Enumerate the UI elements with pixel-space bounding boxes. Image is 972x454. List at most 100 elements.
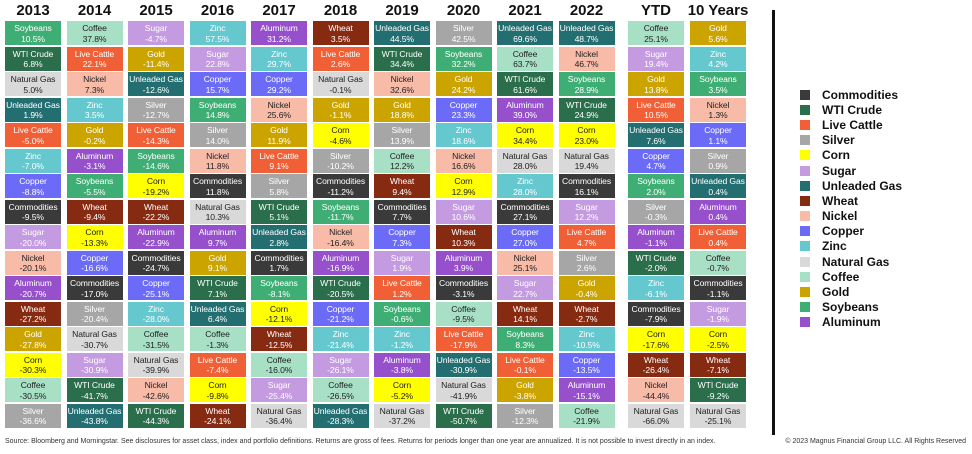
legend-item: Sugar: [800, 163, 902, 178]
quilt-cell: Zinc 57.5%: [189, 21, 246, 45]
cell-return-value: 28.9%: [574, 84, 599, 95]
cell-asset-name: Soybeans: [198, 99, 237, 110]
cell-return-value: -3.1%: [452, 288, 475, 299]
cell-return-value: 1.9%: [23, 110, 43, 120]
quilt-cell: Sugar -1.9%: [690, 301, 746, 326]
cell-asset-name: Zinc: [86, 99, 103, 110]
quilt-cell: Sugar -4.7%: [128, 21, 184, 45]
cell-asset-name: Zinc: [578, 329, 595, 339]
quilt-cell: Natural Gas -36.4%: [251, 403, 307, 428]
quilt-cell: Live Cattle 22.1%: [66, 46, 123, 71]
cell-return-value: 11.9%: [267, 135, 291, 146]
cell-asset-name: Live Cattle: [320, 48, 361, 59]
quilt-cell: Wheat -24.1%: [189, 403, 246, 428]
quilt-cell: Corn -9.8%: [189, 378, 246, 402]
cell-return-value: 39.0%: [513, 110, 537, 120]
quilt-cell: Natural Gas 19.4%: [558, 148, 615, 173]
cell-asset-name: Copper: [449, 99, 478, 110]
quilt-cell: WTI Crude -44.3%: [128, 403, 184, 428]
quilt-cell: Copper -25.1%: [128, 276, 184, 300]
cell-return-value: 7.3%: [84, 84, 105, 95]
cell-return-value: 48.7%: [574, 33, 599, 44]
cell-asset-name: Soybeans: [637, 176, 675, 186]
cell-return-value: -1.1%: [645, 237, 667, 248]
cell-return-value: 10.3%: [451, 237, 476, 248]
cell-asset-name: Zinc: [710, 48, 726, 59]
cell-asset-name: Corn: [392, 380, 412, 390]
quilt-cell: Soybeans 10.5%: [5, 21, 61, 45]
cell-return-value: 25.1%: [644, 33, 668, 44]
cell-asset-name: Natural Gas: [72, 329, 117, 339]
quilt-cell: Unleaded Gas 44.5%: [374, 21, 430, 45]
cell-return-value: -17.0%: [81, 288, 108, 299]
cell-return-value: 2.6%: [330, 59, 351, 69]
quilt-cell: Silver 14.0%: [189, 123, 246, 147]
quilt-cell: Copper 29.2%: [251, 72, 307, 96]
quilt-cell: Copper 4.7%: [628, 148, 684, 173]
cell-return-value: 31.2%: [267, 33, 291, 44]
cell-asset-name: Zinc: [455, 125, 472, 135]
cell-asset-name: Unleaded Gas: [190, 303, 245, 314]
cell-return-value: -0.1%: [514, 365, 536, 375]
cell-return-value: 16.1%: [574, 186, 599, 197]
legend-swatch: [800, 119, 810, 130]
quilt-cell: Sugar -20.0%: [5, 225, 61, 249]
legend-item: Zinc: [800, 239, 902, 254]
quilt-cell: Soybeans -11.7%: [312, 199, 369, 224]
quilt-cell: Unleaded Gas -12.6%: [128, 72, 184, 96]
quilt-cell: Aluminum 3.9%: [435, 250, 492, 275]
quilt-cell: Copper 27.0%: [497, 225, 553, 249]
cell-asset-name: Sugar: [513, 278, 537, 288]
cell-asset-name: Silver: [645, 201, 667, 212]
cell-return-value: 5.6%: [708, 33, 728, 44]
legend-label: Live Cattle: [822, 117, 883, 132]
cell-asset-name: Live Cattle: [197, 354, 238, 365]
cell-asset-name: Aluminum: [14, 278, 52, 288]
cell-return-value: 46.7%: [574, 59, 599, 69]
cell-asset-name: Copper: [642, 150, 670, 161]
cell-asset-name: Natural Gas: [318, 74, 363, 84]
cell-return-value: 25.6%: [267, 110, 291, 120]
quilt-cell: Zinc 3.5%: [66, 97, 123, 122]
cell-asset-name: Corn: [269, 303, 289, 314]
quilt-cell: Coffee -0.7%: [690, 250, 746, 275]
cell-return-value: 14.8%: [205, 110, 230, 120]
cell-asset-name: Unleaded Gas: [375, 23, 429, 33]
legend-item: Soybeans: [800, 300, 902, 315]
cell-asset-name: Unleaded Gas: [436, 354, 491, 365]
cell-asset-name: Coffee: [328, 380, 353, 390]
quilt-cell: Live Cattle -5.0%: [5, 123, 61, 147]
cell-asset-name: Zinc: [25, 150, 41, 161]
cell-asset-name: Live Cattle: [505, 354, 545, 365]
cell-asset-name: Natural Gas: [256, 405, 302, 416]
quilt-cell: Nickel 7.3%: [66, 72, 123, 96]
cell-return-value: 9.7%: [207, 237, 228, 248]
cell-return-value: -7.1%: [707, 365, 729, 375]
legend-swatch: [800, 104, 810, 115]
cell-asset-name: Soybeans: [506, 329, 544, 339]
quilt-cell: Corn -5.2%: [374, 378, 430, 402]
cell-asset-name: WTI Crude: [197, 278, 238, 288]
cell-asset-name: Silver: [576, 252, 597, 263]
cell-return-value: -1.1%: [707, 288, 729, 299]
cell-asset-name: Commodities: [631, 303, 681, 314]
quilt-cell: Silver -12.7%: [128, 97, 184, 122]
legend-label: Unleaded Gas: [822, 178, 903, 193]
quilt-cell: WTI Crude 6.8%: [5, 46, 61, 71]
cell-asset-name: Copper: [511, 227, 539, 237]
quilt-cell: Corn -13.3%: [66, 225, 123, 249]
quilt-cell: Copper -21.2%: [312, 301, 369, 326]
cell-asset-name: Soybeans: [699, 74, 737, 84]
quilt-cell: Wheat -22.2%: [128, 199, 184, 224]
quilt-cell: Natural Gas -25.1%: [690, 403, 746, 428]
cell-return-value: 9.1%: [207, 263, 228, 273]
cell-asset-name: Coffee: [705, 252, 731, 263]
quilt-cell: Live Cattle 0.4%: [690, 225, 746, 249]
quilt-cell: WTI Crude 5.1%: [251, 199, 307, 224]
cell-return-value: 1.7%: [269, 263, 289, 273]
cell-return-value: -36.4%: [265, 416, 293, 426]
quilt-cell: Live Cattle -14.3%: [128, 123, 184, 147]
legend-item: Natural Gas: [800, 254, 902, 269]
cell-asset-name: Coffee: [143, 329, 169, 339]
cell-return-value: -28.3%: [327, 416, 354, 426]
